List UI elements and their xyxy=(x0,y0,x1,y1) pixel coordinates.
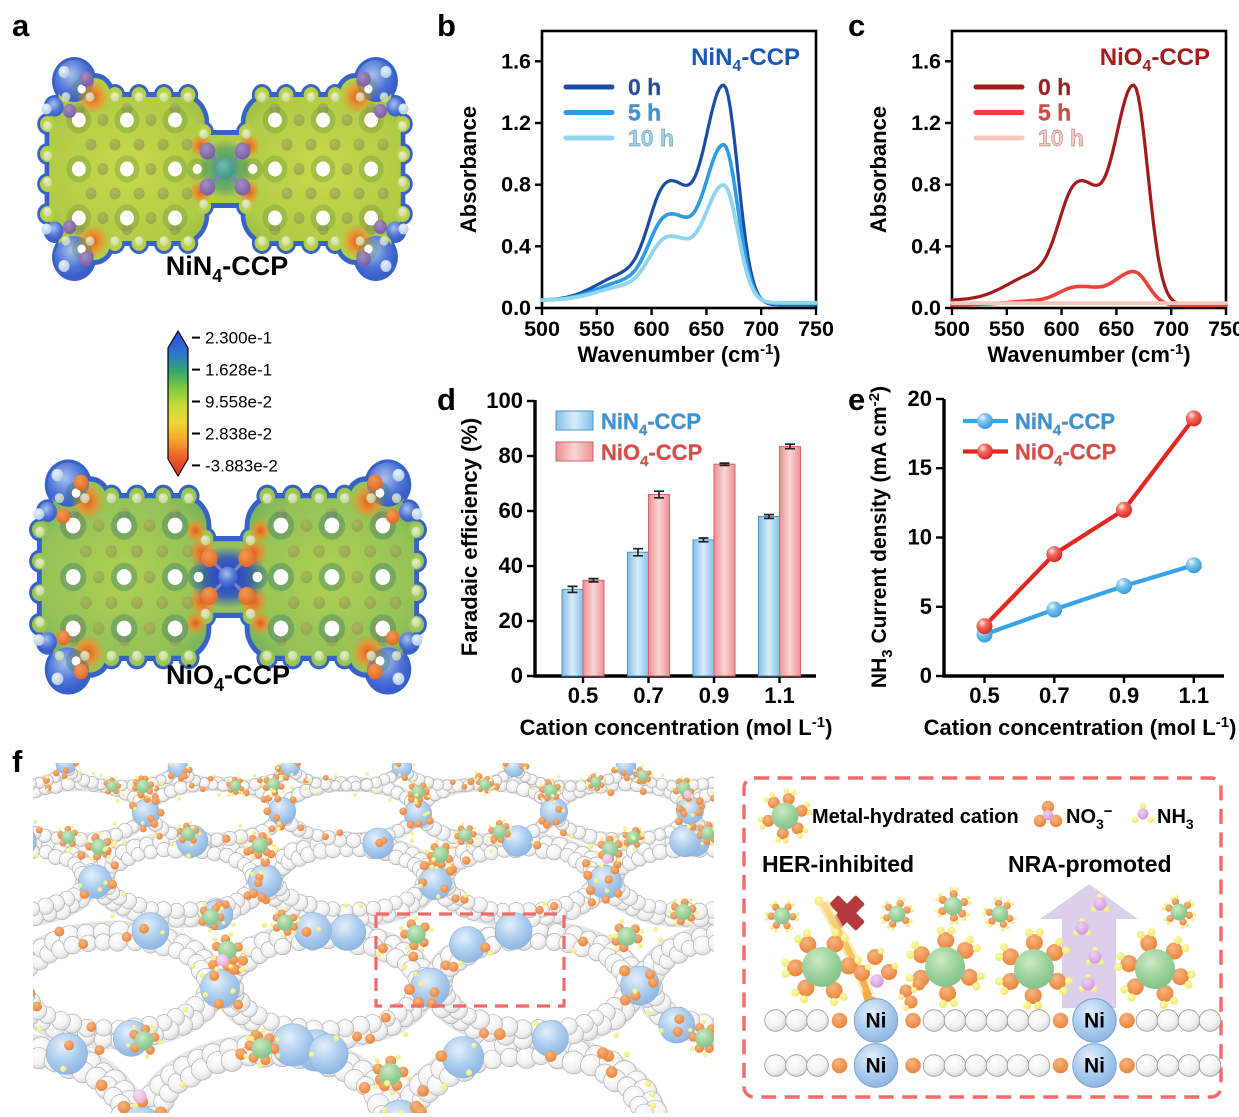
svg-text:5 h: 5 h xyxy=(1038,100,1071,126)
svg-text:0 h: 0 h xyxy=(1038,74,1071,100)
svg-text:1.2: 1.2 xyxy=(501,111,531,135)
svg-text:1.1: 1.1 xyxy=(764,683,795,708)
svg-text:20: 20 xyxy=(499,608,523,633)
svg-text:Ni: Ni xyxy=(1084,1055,1105,1078)
svg-text:60: 60 xyxy=(499,498,523,523)
svg-text:0.7: 0.7 xyxy=(633,683,664,708)
svg-text:750: 750 xyxy=(798,317,834,341)
svg-text:e: e xyxy=(848,382,865,417)
svg-text:2.300e-1: 2.300e-1 xyxy=(205,329,272,348)
svg-text:a: a xyxy=(12,8,30,43)
svg-text:Ni: Ni xyxy=(1084,1010,1105,1033)
svg-text:20: 20 xyxy=(908,386,932,411)
svg-text:80: 80 xyxy=(499,443,523,468)
svg-text:d: d xyxy=(437,382,456,417)
svg-text:HER-inhibited: HER-inhibited xyxy=(762,851,914,877)
svg-text:NRA-promoted: NRA-promoted xyxy=(1008,851,1172,877)
svg-text:650: 650 xyxy=(1098,317,1134,341)
svg-text:10: 10 xyxy=(908,525,932,550)
svg-text:10 h: 10 h xyxy=(628,125,674,151)
svg-text:100: 100 xyxy=(486,388,523,413)
svg-text:NiO4-CCP: NiO4-CCP xyxy=(1100,44,1210,75)
svg-text:b: b xyxy=(437,8,456,43)
svg-text:Absorbance: Absorbance xyxy=(866,106,891,233)
svg-text:550: 550 xyxy=(579,317,615,341)
svg-text:Wavenumber (cm-1): Wavenumber (cm-1) xyxy=(987,341,1190,367)
svg-text:Faradaic efficiency (%): Faradaic efficiency (%) xyxy=(457,418,482,656)
svg-text:0: 0 xyxy=(511,663,523,688)
svg-text:0.9: 0.9 xyxy=(699,683,730,708)
svg-text:700: 700 xyxy=(1153,317,1189,341)
svg-text:2.838e-2: 2.838e-2 xyxy=(205,425,272,444)
svg-text:1.6: 1.6 xyxy=(501,49,531,73)
svg-text:15: 15 xyxy=(908,455,932,480)
svg-text:0: 0 xyxy=(920,663,932,688)
svg-text:Cation concentration (mol L-1): Cation concentration (mol L-1) xyxy=(924,714,1237,740)
svg-text:10 h: 10 h xyxy=(1038,125,1084,151)
svg-text:5 h: 5 h xyxy=(628,100,661,126)
svg-text:1.1: 1.1 xyxy=(1179,683,1210,708)
svg-text:0.9: 0.9 xyxy=(1109,683,1140,708)
svg-text:-3.883e-2: -3.883e-2 xyxy=(205,456,278,475)
svg-text:0.0: 0.0 xyxy=(911,296,941,320)
svg-text:1.2: 1.2 xyxy=(911,111,941,135)
svg-text:0.5: 0.5 xyxy=(568,683,599,708)
svg-text:0.0: 0.0 xyxy=(501,296,531,320)
svg-text:600: 600 xyxy=(634,317,670,341)
svg-text:0.7: 0.7 xyxy=(1039,683,1070,708)
svg-text:650: 650 xyxy=(688,317,724,341)
svg-text:550: 550 xyxy=(989,317,1025,341)
svg-text:40: 40 xyxy=(499,553,523,578)
svg-text:c: c xyxy=(848,8,865,43)
svg-text:Ni: Ni xyxy=(866,1010,887,1033)
svg-text:600: 600 xyxy=(1044,317,1080,341)
svg-text:500: 500 xyxy=(524,317,560,341)
svg-text:NiO4-CCP: NiO4-CCP xyxy=(166,660,290,695)
svg-text:750: 750 xyxy=(1208,317,1239,341)
svg-text:0.4: 0.4 xyxy=(911,234,941,258)
svg-text:1.6: 1.6 xyxy=(911,49,941,73)
svg-text:700: 700 xyxy=(743,317,779,341)
svg-text:0.5: 0.5 xyxy=(969,683,1000,708)
svg-text:Metal-hydrated cation: Metal-hydrated cation xyxy=(812,806,1019,828)
svg-text:Ni: Ni xyxy=(866,1055,887,1078)
svg-text:0.4: 0.4 xyxy=(501,234,531,258)
svg-text:Absorbance: Absorbance xyxy=(456,106,481,233)
svg-text:NH3: NH3 xyxy=(1157,806,1194,832)
svg-text:NiN4-CCP: NiN4-CCP xyxy=(166,251,289,286)
svg-text:Cation concentration (mol L-1): Cation concentration (mol L-1) xyxy=(520,714,833,740)
svg-text:0.8: 0.8 xyxy=(501,173,531,197)
svg-text:0 h: 0 h xyxy=(628,74,661,100)
svg-text:f: f xyxy=(12,744,23,779)
svg-text:500: 500 xyxy=(934,317,970,341)
svg-text:5: 5 xyxy=(920,594,932,619)
svg-text:1.628e-1: 1.628e-1 xyxy=(205,361,272,380)
svg-text:Wavenumber (cm-1): Wavenumber (cm-1) xyxy=(577,341,780,367)
svg-text:9.558e-2: 9.558e-2 xyxy=(205,393,272,412)
svg-text:NiN4-CCP: NiN4-CCP xyxy=(691,44,800,75)
svg-text:0.8: 0.8 xyxy=(911,173,941,197)
